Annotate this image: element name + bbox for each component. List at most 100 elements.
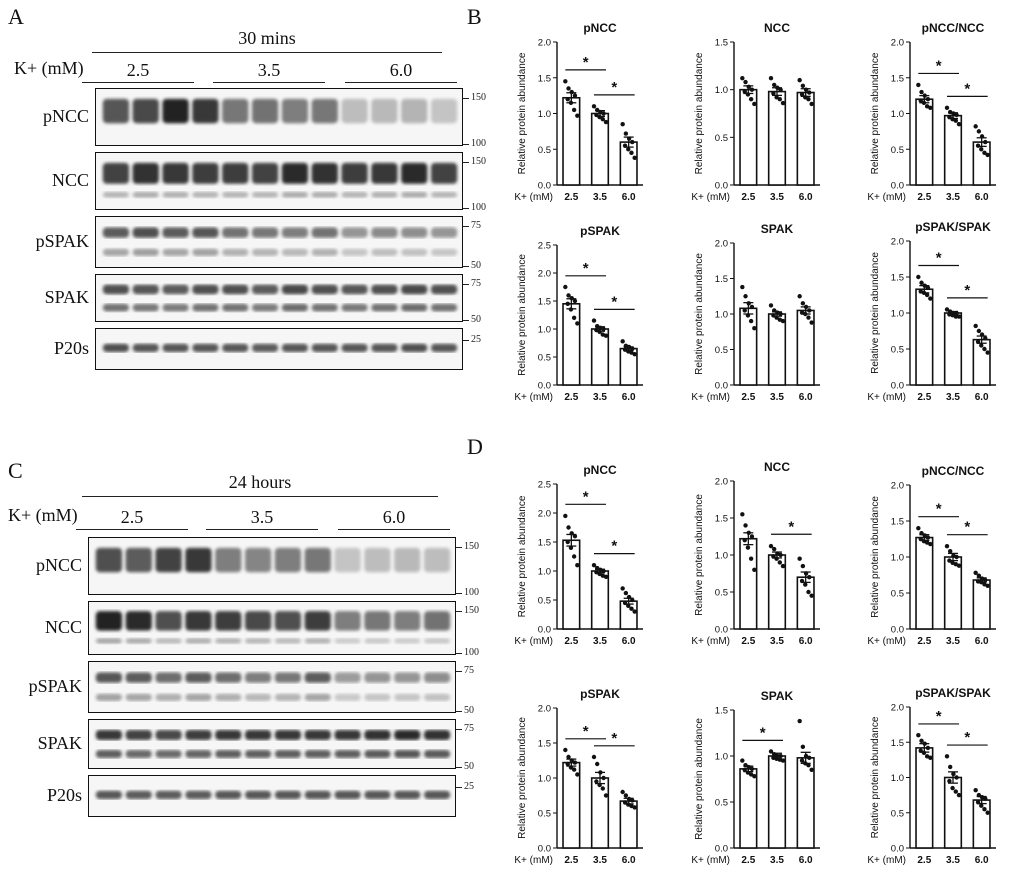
band-a-4-lane-3-0 xyxy=(192,343,219,353)
band-c-0-lane-0-0 xyxy=(95,547,123,573)
chart-title: SPAK xyxy=(761,222,794,236)
y-axis-label: Relative protein abundance xyxy=(870,52,881,174)
mw-tick-c-0-1 xyxy=(456,593,462,594)
band-a-2-lane-3-1 xyxy=(192,248,219,256)
data-point xyxy=(630,798,635,803)
mw-marker-c-2-0: 75 xyxy=(464,665,474,676)
x-axis-label: K+ (mM) xyxy=(691,392,730,403)
blot-bands-a-3 xyxy=(102,284,458,312)
band-a-2-lane-7-1 xyxy=(311,248,338,256)
data-point xyxy=(979,803,984,808)
data-point xyxy=(928,296,933,301)
x-tick-label: 2.5 xyxy=(917,855,931,866)
mw-tick-a-2-0 xyxy=(463,226,469,227)
x-tick-label: 3.5 xyxy=(593,855,607,866)
band-c-4-lane-1-0 xyxy=(125,790,152,800)
y-tick-label: 1.5 xyxy=(538,739,551,750)
x-tick-label: 6.0 xyxy=(622,636,636,647)
chart-title: pSPAK xyxy=(580,224,620,238)
y-axis-label: Relative protein abundance xyxy=(517,495,528,617)
blot-image-a-4 xyxy=(95,328,463,370)
band-a-4-lane-5-0 xyxy=(251,343,279,353)
band-a-2-lane-0-0 xyxy=(102,227,130,238)
significance-star: * xyxy=(964,80,970,97)
chart-title: pSPAK/SPAK xyxy=(915,686,991,700)
y-tick-label: 1.0 xyxy=(715,551,728,562)
data-point xyxy=(622,143,628,148)
band-c-4-lane-6-0 xyxy=(274,790,302,800)
x-tick-label: 6.0 xyxy=(622,855,636,866)
mw-tick-a-1-1 xyxy=(463,208,469,209)
data-point xyxy=(745,545,751,550)
chart-title: pNCC/NCC xyxy=(922,464,985,478)
band-a-4-lane-4-0 xyxy=(222,343,249,353)
band-c-3-lane-7-0 xyxy=(304,730,331,740)
data-point xyxy=(975,799,981,805)
blot-label-c-4: P20s xyxy=(46,785,82,805)
group-underline-a-3 xyxy=(345,82,457,83)
k-label-a: K+ (mM) xyxy=(14,58,84,78)
blot-image-a-2 xyxy=(95,216,463,268)
mw-marker-a-3-1: 50 xyxy=(471,314,481,325)
band-c-4-lane-2-0 xyxy=(155,790,182,800)
data-point xyxy=(569,758,574,763)
data-point xyxy=(947,114,952,120)
y-tick-label: 0.5 xyxy=(715,588,728,599)
band-a-3-lane-1-0 xyxy=(132,284,159,295)
band-c-3-lane-5-0 xyxy=(244,730,272,740)
bar xyxy=(767,90,787,186)
band-a-2-lane-11-1 xyxy=(430,248,458,256)
data-point xyxy=(768,749,774,754)
band-a-3-lane-1-1 xyxy=(132,303,159,312)
data-point xyxy=(743,763,748,768)
data-point xyxy=(803,304,809,310)
band-a-2-lane-1-1 xyxy=(132,248,159,256)
mw-marker-c-3-0: 75 xyxy=(464,723,474,734)
data-point xyxy=(600,117,605,122)
chart-title: NCC xyxy=(764,21,790,35)
data-point xyxy=(565,539,570,545)
band-a-4-lane-8-0 xyxy=(341,343,368,353)
data-point xyxy=(807,308,812,313)
band-a-2-lane-8-0 xyxy=(341,227,368,238)
y-tick-label: 2.5 xyxy=(538,241,551,252)
bar xyxy=(943,312,963,386)
data-point xyxy=(740,512,745,517)
band-a-3-lane-11-0 xyxy=(430,284,458,295)
y-axis-label: Relative protein abundance xyxy=(870,496,881,618)
data-point xyxy=(954,554,959,560)
data-point xyxy=(983,336,988,341)
data-point xyxy=(780,758,786,763)
data-point xyxy=(944,544,950,549)
data-point xyxy=(603,333,609,338)
data-point xyxy=(572,93,578,98)
band-c-1-lane-4-1 xyxy=(215,638,242,644)
band-c-1-lane-3-0 xyxy=(185,611,212,631)
chart-d-pspak: pSPAK 0.0 0.5 1.0 1.5 2.0 Relative protein abu… xyxy=(514,687,643,866)
band-c-3-lane-8-0 xyxy=(334,730,361,740)
band-c-3-lane-3-0 xyxy=(185,730,212,740)
x-tick-label: 6.0 xyxy=(622,192,636,203)
x-axis-label: K+ (mM) xyxy=(514,392,553,403)
y-tick-label: 2.0 xyxy=(891,481,904,492)
data-point xyxy=(921,100,927,105)
data-point xyxy=(629,606,634,611)
data-point xyxy=(630,346,635,351)
band-a-1-lane-4-1 xyxy=(222,191,249,198)
y-axis-label: Relative protein abundance xyxy=(694,718,705,840)
y-tick-label: 2.0 xyxy=(538,38,551,49)
y-tick-label: 1.0 xyxy=(715,85,728,96)
data-point xyxy=(979,134,985,139)
band-c-3-lane-11-1 xyxy=(423,750,451,758)
data-point xyxy=(603,119,609,125)
bar xyxy=(590,777,610,849)
data-point xyxy=(569,531,574,536)
mw-marker-c-1-0: 150 xyxy=(464,605,479,616)
band-c-2-lane-5-0 xyxy=(244,672,272,683)
mw-marker-a-4-0: 25 xyxy=(471,334,481,345)
band-c-1-lane-10-1 xyxy=(394,638,421,644)
x-axis-label: K+ (mM) xyxy=(514,855,553,866)
data-point xyxy=(954,775,959,780)
blot-label-c-2: pSPAK xyxy=(28,676,82,696)
band-a-2-lane-8-1 xyxy=(341,248,368,256)
